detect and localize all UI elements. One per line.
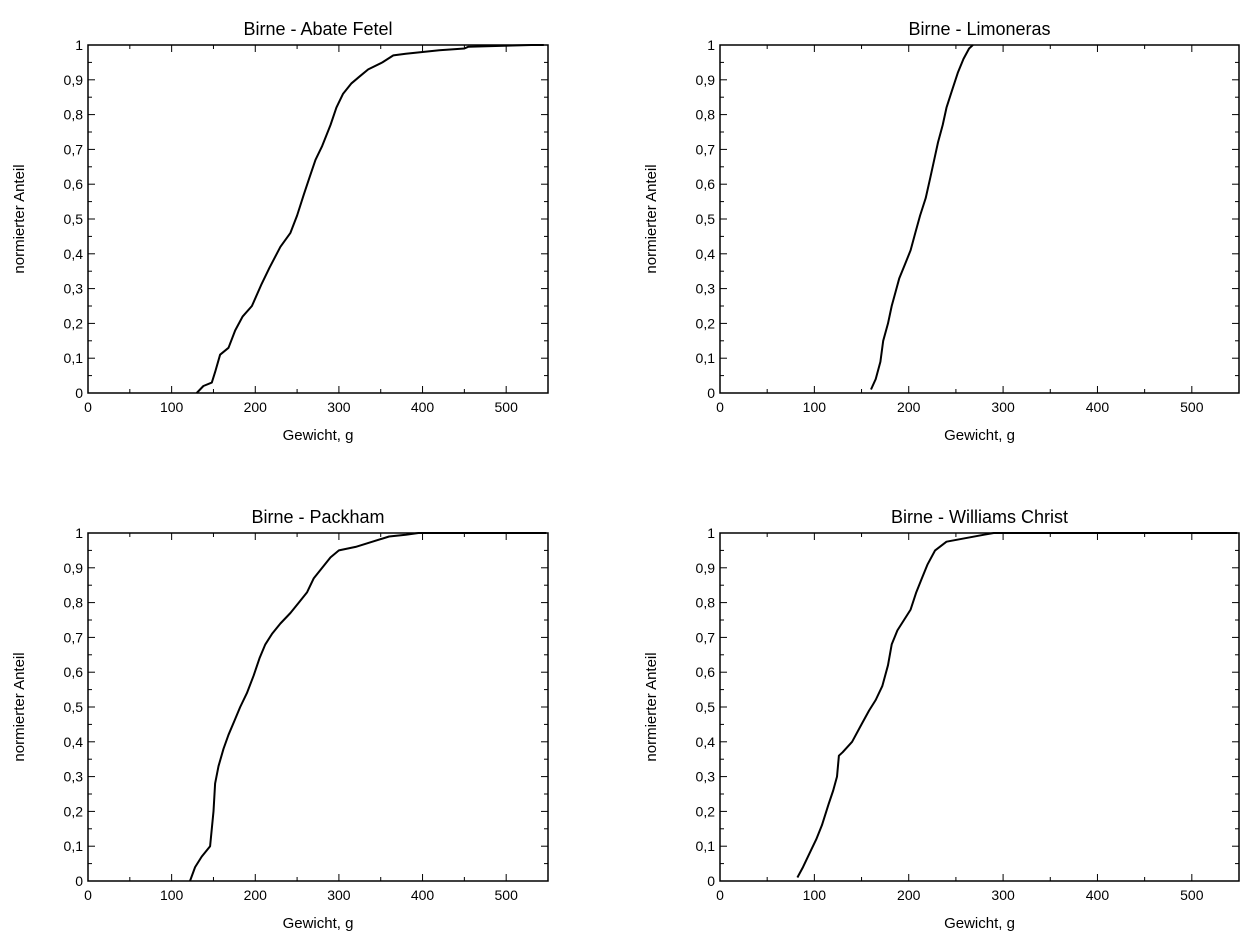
y-tick-label: 0,1	[64, 350, 84, 366]
y-tick-label: 0,7	[64, 141, 84, 157]
y-tick-label: 0,6	[64, 664, 84, 680]
y-tick-label: 1	[75, 37, 83, 53]
plot-frame	[719, 44, 1240, 394]
y-tick-label: 0,1	[64, 838, 84, 854]
chart-panel-1: Birne - Abate Fetel 0 0,1 0,2 0,3 0,4 0,5 0,6 0,…	[11, 19, 549, 444]
y-tick-label: 0,5	[696, 211, 716, 227]
y-tick-label: 0,4	[64, 246, 84, 262]
y-tick-label: 1	[707, 525, 715, 541]
y-tick-label: 0	[707, 385, 715, 401]
x-axis-label: Gewicht, g	[944, 915, 1015, 932]
y-tick-label: 0,2	[64, 803, 84, 819]
x-axis-label: Gewicht, g	[283, 915, 354, 932]
y-tick-label: 0,7	[696, 141, 716, 157]
x-tick-label: 500	[495, 887, 519, 903]
x-tick-label: 500	[495, 399, 519, 415]
chart-panel-3: Birne - Packham 0 0,1 0,2 0,3 0,4 0,5 0,6 0,7 0,8…	[11, 507, 549, 932]
y-tick-label: 0,3	[696, 281, 716, 297]
y-tick-label: 0	[75, 385, 83, 401]
y-tick-label: 0,6	[696, 176, 716, 192]
y-tick-label: 0,3	[696, 769, 716, 785]
y-tick-label: 0,3	[64, 281, 84, 297]
y-tick-label: 0,1	[696, 350, 716, 366]
x-tick-label: 300	[991, 399, 1015, 415]
data-series-line	[195, 44, 544, 394]
y-tick-label: 0,7	[696, 629, 716, 645]
x-axis-label: Gewicht, g	[283, 427, 354, 444]
y-tick-label: 0,1	[696, 838, 716, 854]
x-axis-label: Gewicht, g	[944, 427, 1015, 444]
y-tick-label: 0,8	[696, 107, 716, 123]
y-tick-label: 0,6	[64, 176, 84, 192]
x-tick-label: 400	[1086, 887, 1110, 903]
data-series-line	[189, 532, 547, 882]
y-tick-label: 0,9	[696, 72, 716, 88]
y-tick-label: 0,7	[64, 629, 84, 645]
x-tick-label: 200	[244, 887, 268, 903]
y-axis-label: normierter Anteil	[643, 652, 660, 761]
x-tick-label: 300	[327, 399, 351, 415]
y-axis-label: normierter Anteil	[11, 164, 28, 273]
x-tick-label: 300	[991, 887, 1015, 903]
x-tick-label: 0	[716, 399, 724, 415]
chart-title: Birne - Williams Christ	[891, 507, 1068, 527]
x-tick-label: 100	[160, 887, 184, 903]
x-tick-label: 200	[897, 399, 921, 415]
plot-frame	[719, 532, 1240, 882]
x-tick-label: 300	[327, 887, 351, 903]
plot-frame	[87, 44, 549, 394]
chart-panel-4: Birne - Williams Christ 0 0,1 0,2 0,3 0,4 0,5 0…	[643, 507, 1240, 932]
y-tick-label: 0,3	[64, 769, 84, 785]
y-tick-label: 0,9	[696, 560, 716, 576]
data-series-line	[796, 532, 1238, 878]
y-axis-label: normierter Anteil	[643, 164, 660, 273]
y-tick-label: 0,2	[696, 315, 716, 331]
data-series-line	[870, 44, 974, 390]
x-tick-label: 100	[803, 399, 827, 415]
y-tick-label: 0,8	[64, 595, 84, 611]
y-tick-label: 0,2	[64, 315, 84, 331]
y-tick-label: 0	[707, 873, 715, 889]
chart-title: Birne - Limoneras	[908, 19, 1050, 39]
y-tick-label: 0,6	[696, 664, 716, 680]
y-tick-label: 0,2	[696, 803, 716, 819]
x-tick-label: 200	[244, 399, 268, 415]
y-tick-label: 0,9	[64, 560, 84, 576]
y-tick-label: 0	[75, 873, 83, 889]
x-tick-label: 0	[84, 887, 92, 903]
y-tick-label: 0,9	[64, 72, 84, 88]
y-axis-label: normierter Anteil	[11, 652, 28, 761]
y-tick-label: 0,5	[64, 211, 84, 227]
x-tick-label: 400	[1086, 399, 1110, 415]
y-tick-label: 0,8	[696, 595, 716, 611]
y-tick-label: 0,5	[696, 699, 716, 715]
x-tick-label: 400	[411, 887, 435, 903]
x-tick-label: 400	[411, 399, 435, 415]
x-tick-label: 0	[716, 887, 724, 903]
x-tick-label: 500	[1180, 399, 1204, 415]
x-tick-label: 100	[803, 887, 827, 903]
x-tick-label: 200	[897, 887, 921, 903]
x-tick-label: 0	[84, 399, 92, 415]
chart-panel-2: Birne - Limoneras 0 0,1 0,2 0,3 0,4 0,5 0,6 0,7 0…	[643, 19, 1240, 444]
y-tick-label: 1	[707, 37, 715, 53]
plot-frame	[87, 532, 549, 882]
chart-title: Birne - Abate Fetel	[243, 19, 392, 39]
y-tick-label: 0,8	[64, 107, 84, 123]
chart-title: Birne - Packham	[251, 507, 384, 527]
y-tick-label: 0,4	[696, 734, 716, 750]
y-tick-label: 0,4	[64, 734, 84, 750]
x-tick-label: 500	[1180, 887, 1204, 903]
y-tick-label: 1	[75, 525, 83, 541]
y-tick-label: 0,4	[696, 246, 716, 262]
y-tick-label: 0,5	[64, 699, 84, 715]
x-tick-label: 100	[160, 399, 184, 415]
